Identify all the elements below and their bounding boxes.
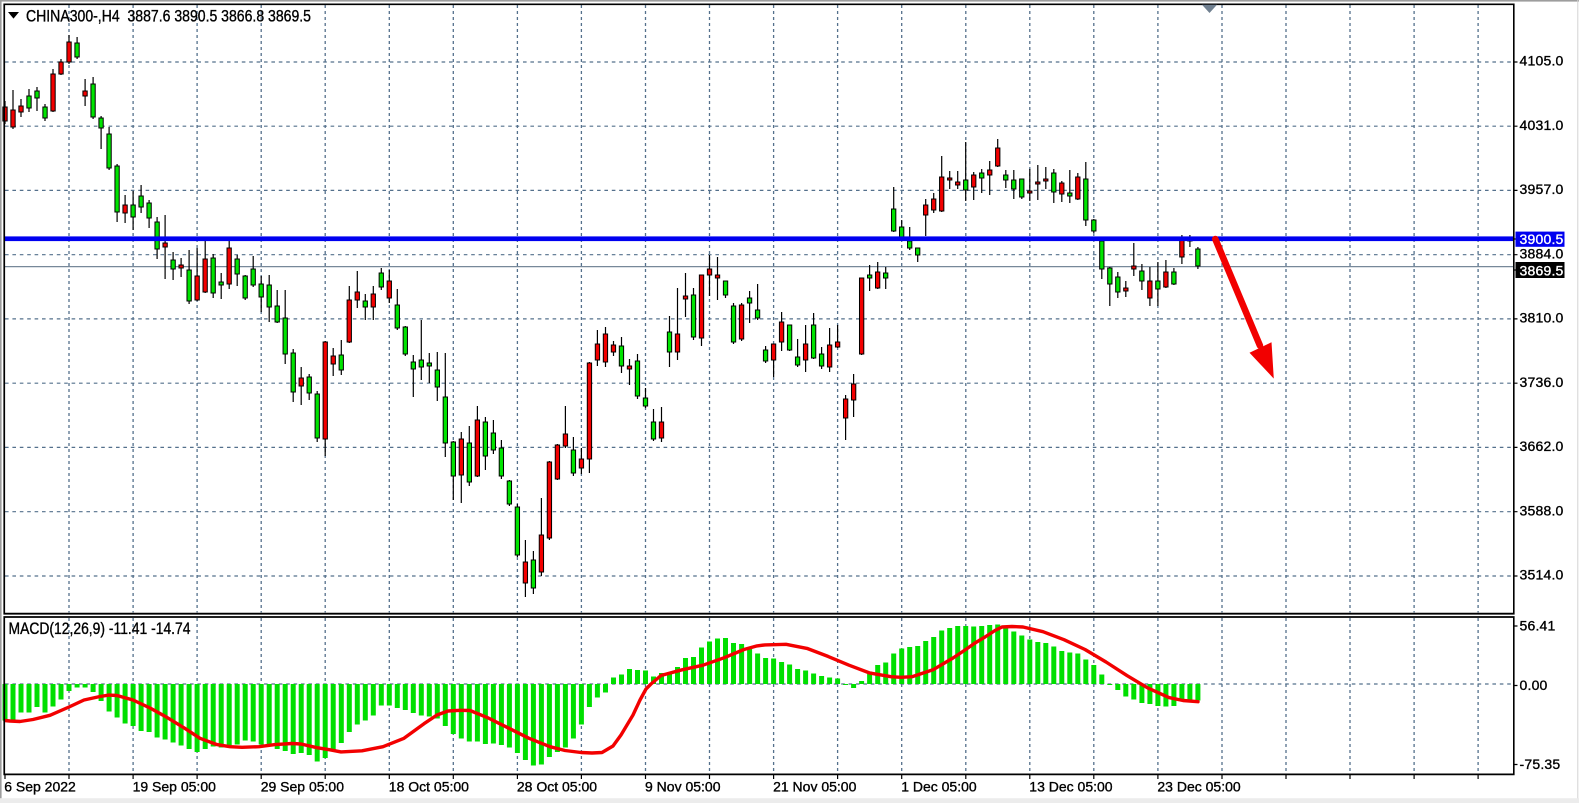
svg-text:23 Dec 05:00: 23 Dec 05:00 [1157,779,1240,795]
svg-text:3588.0: 3588.0 [1520,502,1564,518]
svg-text:3884.0: 3884.0 [1520,245,1564,261]
svg-text:4105.0: 4105.0 [1520,53,1564,69]
svg-text:19 Sep 05:00: 19 Sep 05:00 [133,779,217,795]
svg-text:3900.5: 3900.5 [1520,231,1564,247]
svg-text:29 Sep 05:00: 29 Sep 05:00 [261,779,345,795]
svg-text:3810.0: 3810.0 [1520,310,1564,326]
svg-text:9 Nov 05:00: 9 Nov 05:00 [645,779,721,795]
svg-text:6 Sep 2022: 6 Sep 2022 [4,779,76,795]
svg-text:3514.0: 3514.0 [1520,567,1564,583]
svg-text:13 Dec 05:00: 13 Dec 05:00 [1029,779,1112,795]
svg-text:3869.5: 3869.5 [1520,262,1564,278]
svg-text:56.41: 56.41 [1520,618,1556,634]
svg-text:0.00: 0.00 [1520,677,1548,693]
svg-text:1 Dec 05:00: 1 Dec 05:00 [901,779,977,795]
svg-text:21 Nov 05:00: 21 Nov 05:00 [773,779,856,795]
svg-text:28 Oct 05:00: 28 Oct 05:00 [517,779,597,795]
svg-text:CHINA300-,H4 3887.6 3890.5 38: CHINA300-,H4 3887.6 3890.5 3866.8 3869.5 [26,8,311,26]
svg-text:-75.35: -75.35 [1520,756,1561,772]
svg-text:MACD(12,26,9) -11.41 -14.74: MACD(12,26,9) -11.41 -14.74 [9,620,191,638]
svg-text:4031.0: 4031.0 [1520,117,1564,133]
svg-text:18 Oct 05:00: 18 Oct 05:00 [389,779,469,795]
svg-text:3957.0: 3957.0 [1520,181,1564,197]
svg-text:3662.0: 3662.0 [1520,438,1564,454]
svg-text:3736.0: 3736.0 [1520,374,1564,390]
